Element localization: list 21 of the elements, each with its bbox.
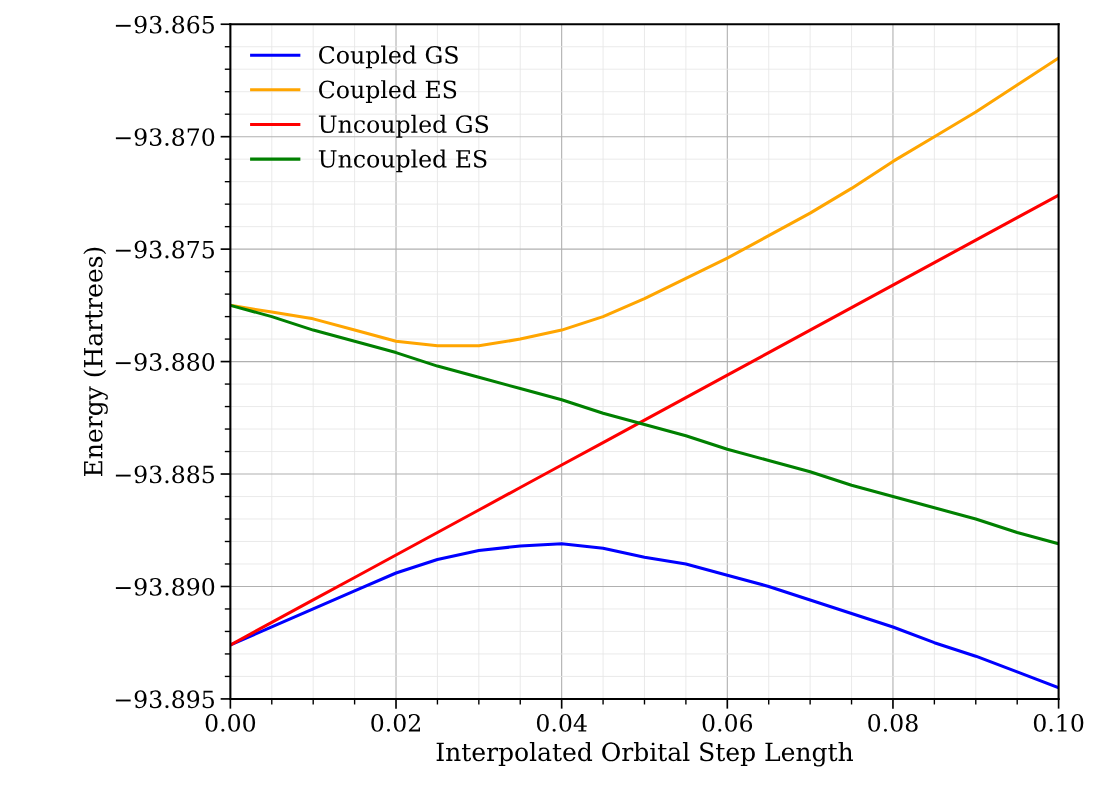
x-tick-label: 0.06 (702, 713, 753, 732)
y-tick-label: −93.865 (115, 15, 214, 34)
x-tick-label: 0.00 (205, 713, 256, 732)
x-tick-label: 0.10 (1033, 713, 1084, 732)
y-tick-label: −93.875 (115, 240, 214, 259)
x-tick-label: 0.08 (868, 713, 918, 732)
y-axis-title: Energy (Hartrees) (83, 247, 108, 477)
legend-label: Uncoupled GS (318, 114, 489, 138)
legend-label: Uncoupled ES (318, 149, 487, 173)
x-axis-title: Interpolated Orbital Step Length (436, 741, 853, 767)
legend-label: Coupled GS (319, 45, 458, 69)
line-series (230, 193, 1059, 647)
y-tick-label: −93.885 (115, 465, 214, 484)
y-tick-label: −93.870 (115, 128, 215, 146)
line-series (230, 303, 1059, 546)
legend-label: Coupled ES (319, 80, 457, 103)
y-tick-label: −93.895 (115, 690, 214, 709)
y-tick-label: −93.880 (115, 353, 215, 371)
x-tick-label: 0.04 (536, 713, 587, 732)
y-tick-label: −93.890 (115, 577, 215, 596)
x-tick-label: 0.02 (371, 713, 420, 732)
